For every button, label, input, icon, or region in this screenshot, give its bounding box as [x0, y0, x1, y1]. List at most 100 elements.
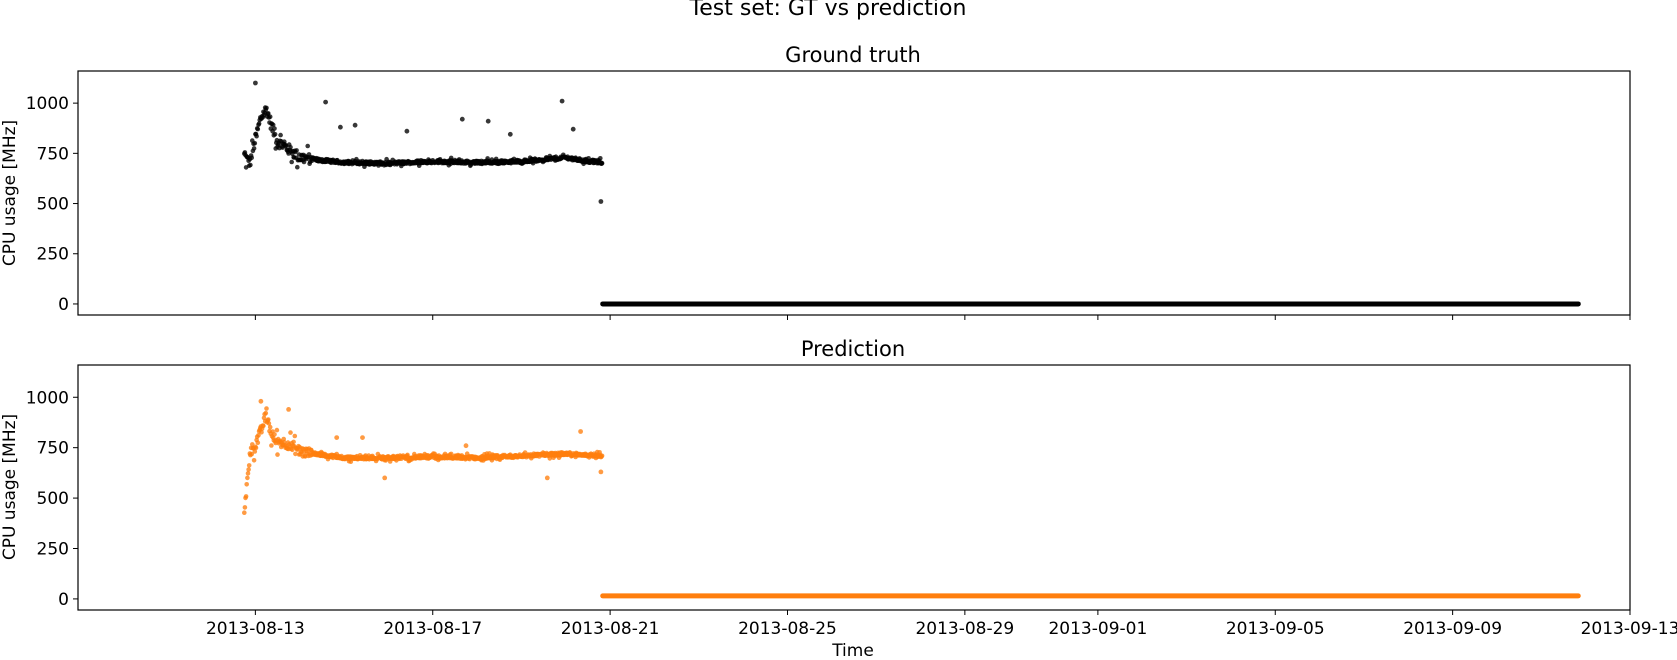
data-point [258, 398, 264, 404]
data-point [305, 143, 311, 149]
x-tick-label: 2013-08-29 [915, 619, 1014, 639]
data-point [267, 114, 273, 119]
data-point [250, 442, 255, 447]
y-axis-label: CPU usage [MHz] [0, 120, 20, 266]
data-point [261, 423, 266, 429]
plot-area: 0 250 500 750 1000 2013-08-13 2013-08-17 2013-0… [26, 364, 1677, 639]
data-point [255, 440, 261, 446]
data-point [248, 162, 253, 168]
y-tick-label: 250 [37, 539, 69, 559]
data-point [544, 475, 550, 481]
data-point [598, 199, 604, 204]
data-point [459, 116, 465, 122]
data-point [291, 439, 296, 445]
data-point [485, 118, 491, 124]
data-point [599, 453, 605, 459]
y-tick-label: 750 [37, 144, 69, 164]
data-point [245, 475, 250, 481]
data-point [288, 430, 293, 435]
scatter-series [242, 80, 605, 204]
data-point [263, 410, 269, 416]
data-point [267, 424, 273, 430]
x-tick-label: 2013-08-13 [206, 619, 305, 639]
data-point [334, 435, 340, 440]
data-point [252, 141, 258, 146]
data-point [256, 433, 261, 438]
panel-prediction: Prediction CPU usage [MHz] Time 0 250 500 7… [0, 337, 1677, 660]
data-point [598, 156, 603, 161]
x-tick-label: 2013-08-17 [383, 619, 482, 639]
data-point [288, 145, 293, 150]
data-point [323, 99, 328, 105]
data-point [249, 155, 254, 161]
data-point [251, 146, 257, 151]
y-tick-label: 1000 [26, 388, 69, 408]
data-point [242, 510, 247, 515]
data-point [259, 430, 264, 435]
data-point [251, 458, 257, 463]
x-tick-label: 2013-08-25 [738, 619, 837, 639]
data-point [463, 443, 469, 449]
figure-suptitle: Test set: GT vs prediction [689, 0, 967, 21]
data-point [269, 443, 274, 448]
panel-title: Ground truth [785, 43, 921, 67]
data-point [246, 463, 252, 468]
data-point [295, 164, 300, 170]
x-tick-label: 2013-09-01 [1048, 619, 1147, 639]
data-point [249, 451, 254, 457]
data-point [274, 427, 280, 433]
data-point [360, 435, 365, 440]
data-point [404, 128, 410, 134]
data-point [272, 131, 278, 137]
data-point [294, 148, 299, 153]
y-tick-label: 500 [37, 489, 69, 509]
data-point [266, 421, 272, 426]
data-point [243, 494, 249, 499]
axes-frame [77, 364, 1631, 611]
data-point [255, 126, 261, 132]
data-point [448, 451, 454, 457]
data-point [252, 449, 258, 454]
data-point [290, 447, 295, 453]
y-tick-label: 0 [58, 590, 69, 610]
data-point [272, 432, 277, 437]
data-point [270, 122, 276, 128]
panel-title: Prediction [801, 337, 905, 361]
data-point [286, 407, 291, 412]
data-point [599, 160, 605, 166]
y-tick-label: 250 [37, 245, 69, 265]
data-point [293, 451, 298, 457]
data-point [292, 433, 298, 439]
x-axis-label: Time [831, 641, 874, 660]
data-point [275, 452, 280, 457]
data-point [253, 80, 258, 86]
scatter-series [242, 398, 605, 515]
data-point [264, 105, 269, 111]
data-point [338, 124, 343, 130]
y-tick-label: 1000 [26, 94, 69, 114]
data-point [244, 482, 249, 487]
x-tick-label: 2013-09-05 [1226, 619, 1325, 639]
data-point [570, 126, 576, 132]
data-point [289, 159, 295, 165]
x-tick-label: 2013-08-21 [561, 619, 660, 639]
data-point [254, 133, 259, 139]
data-point [242, 505, 248, 510]
y-tick-label: 0 [58, 295, 69, 315]
data-point [278, 132, 283, 138]
data-point [246, 467, 251, 472]
data-point [272, 126, 277, 131]
data-point [382, 475, 388, 481]
data-point [352, 122, 358, 128]
x-tick-label: 2013-09-13 [1581, 619, 1677, 639]
data-point [245, 471, 251, 476]
data-point [256, 121, 262, 126]
y-tick-label: 500 [37, 195, 69, 215]
y-axis-label: CPU usage [MHz] [0, 414, 20, 560]
plot-area: 0 250 500 750 1000 [26, 70, 1631, 320]
data-point [559, 98, 565, 104]
panel-ground-truth: Ground truth CPU usage [MHz] 0 250 500 750 1… [0, 43, 1631, 320]
axes-frame [77, 70, 1631, 316]
data-point [507, 131, 513, 137]
